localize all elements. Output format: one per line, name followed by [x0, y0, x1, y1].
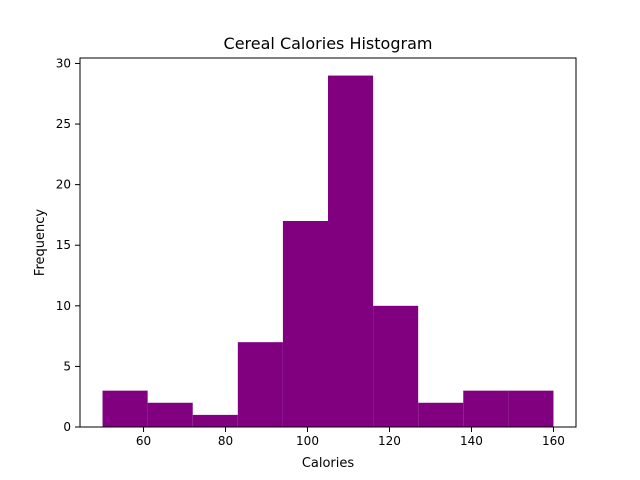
histogram-bar — [508, 390, 554, 427]
histogram-bar — [328, 75, 374, 428]
y-tick-label: 20 — [56, 178, 71, 192]
x-tick-label: 160 — [542, 434, 565, 448]
chart-title: Cereal Calories Histogram — [224, 34, 433, 53]
x-tick-label: 60 — [136, 434, 151, 448]
plot-frame — [79, 57, 577, 428]
y-tick-label: 10 — [56, 299, 71, 313]
y-axis-label: Frequency — [33, 209, 48, 276]
y-tick-label: 25 — [56, 117, 71, 131]
histogram-bar — [237, 342, 283, 427]
x-tick-label: 80 — [218, 434, 233, 448]
x-tick-label: 120 — [378, 434, 401, 448]
histogram-bar — [373, 305, 419, 427]
y-tick-label: 5 — [63, 359, 71, 373]
histogram-bar — [282, 220, 328, 427]
histogram-bar — [102, 390, 148, 427]
histogram-bar — [418, 402, 464, 427]
y-axis-ticks: 0 5 10 15 20 25 30 — [56, 56, 80, 434]
histogram-bar — [147, 402, 193, 427]
y-tick-label: 15 — [56, 238, 71, 252]
x-axis-label: Calories — [302, 456, 355, 471]
x-axis-ticks: 60 80 100 120 140 160 — [136, 427, 565, 448]
y-tick-label: 0 — [63, 420, 71, 434]
y-tick-label: 30 — [56, 56, 71, 70]
x-tick-label: 100 — [296, 434, 319, 448]
bars-group — [102, 75, 554, 428]
x-tick-label: 140 — [460, 434, 483, 448]
histogram-bar — [463, 390, 509, 427]
histogram-bar — [192, 414, 238, 427]
